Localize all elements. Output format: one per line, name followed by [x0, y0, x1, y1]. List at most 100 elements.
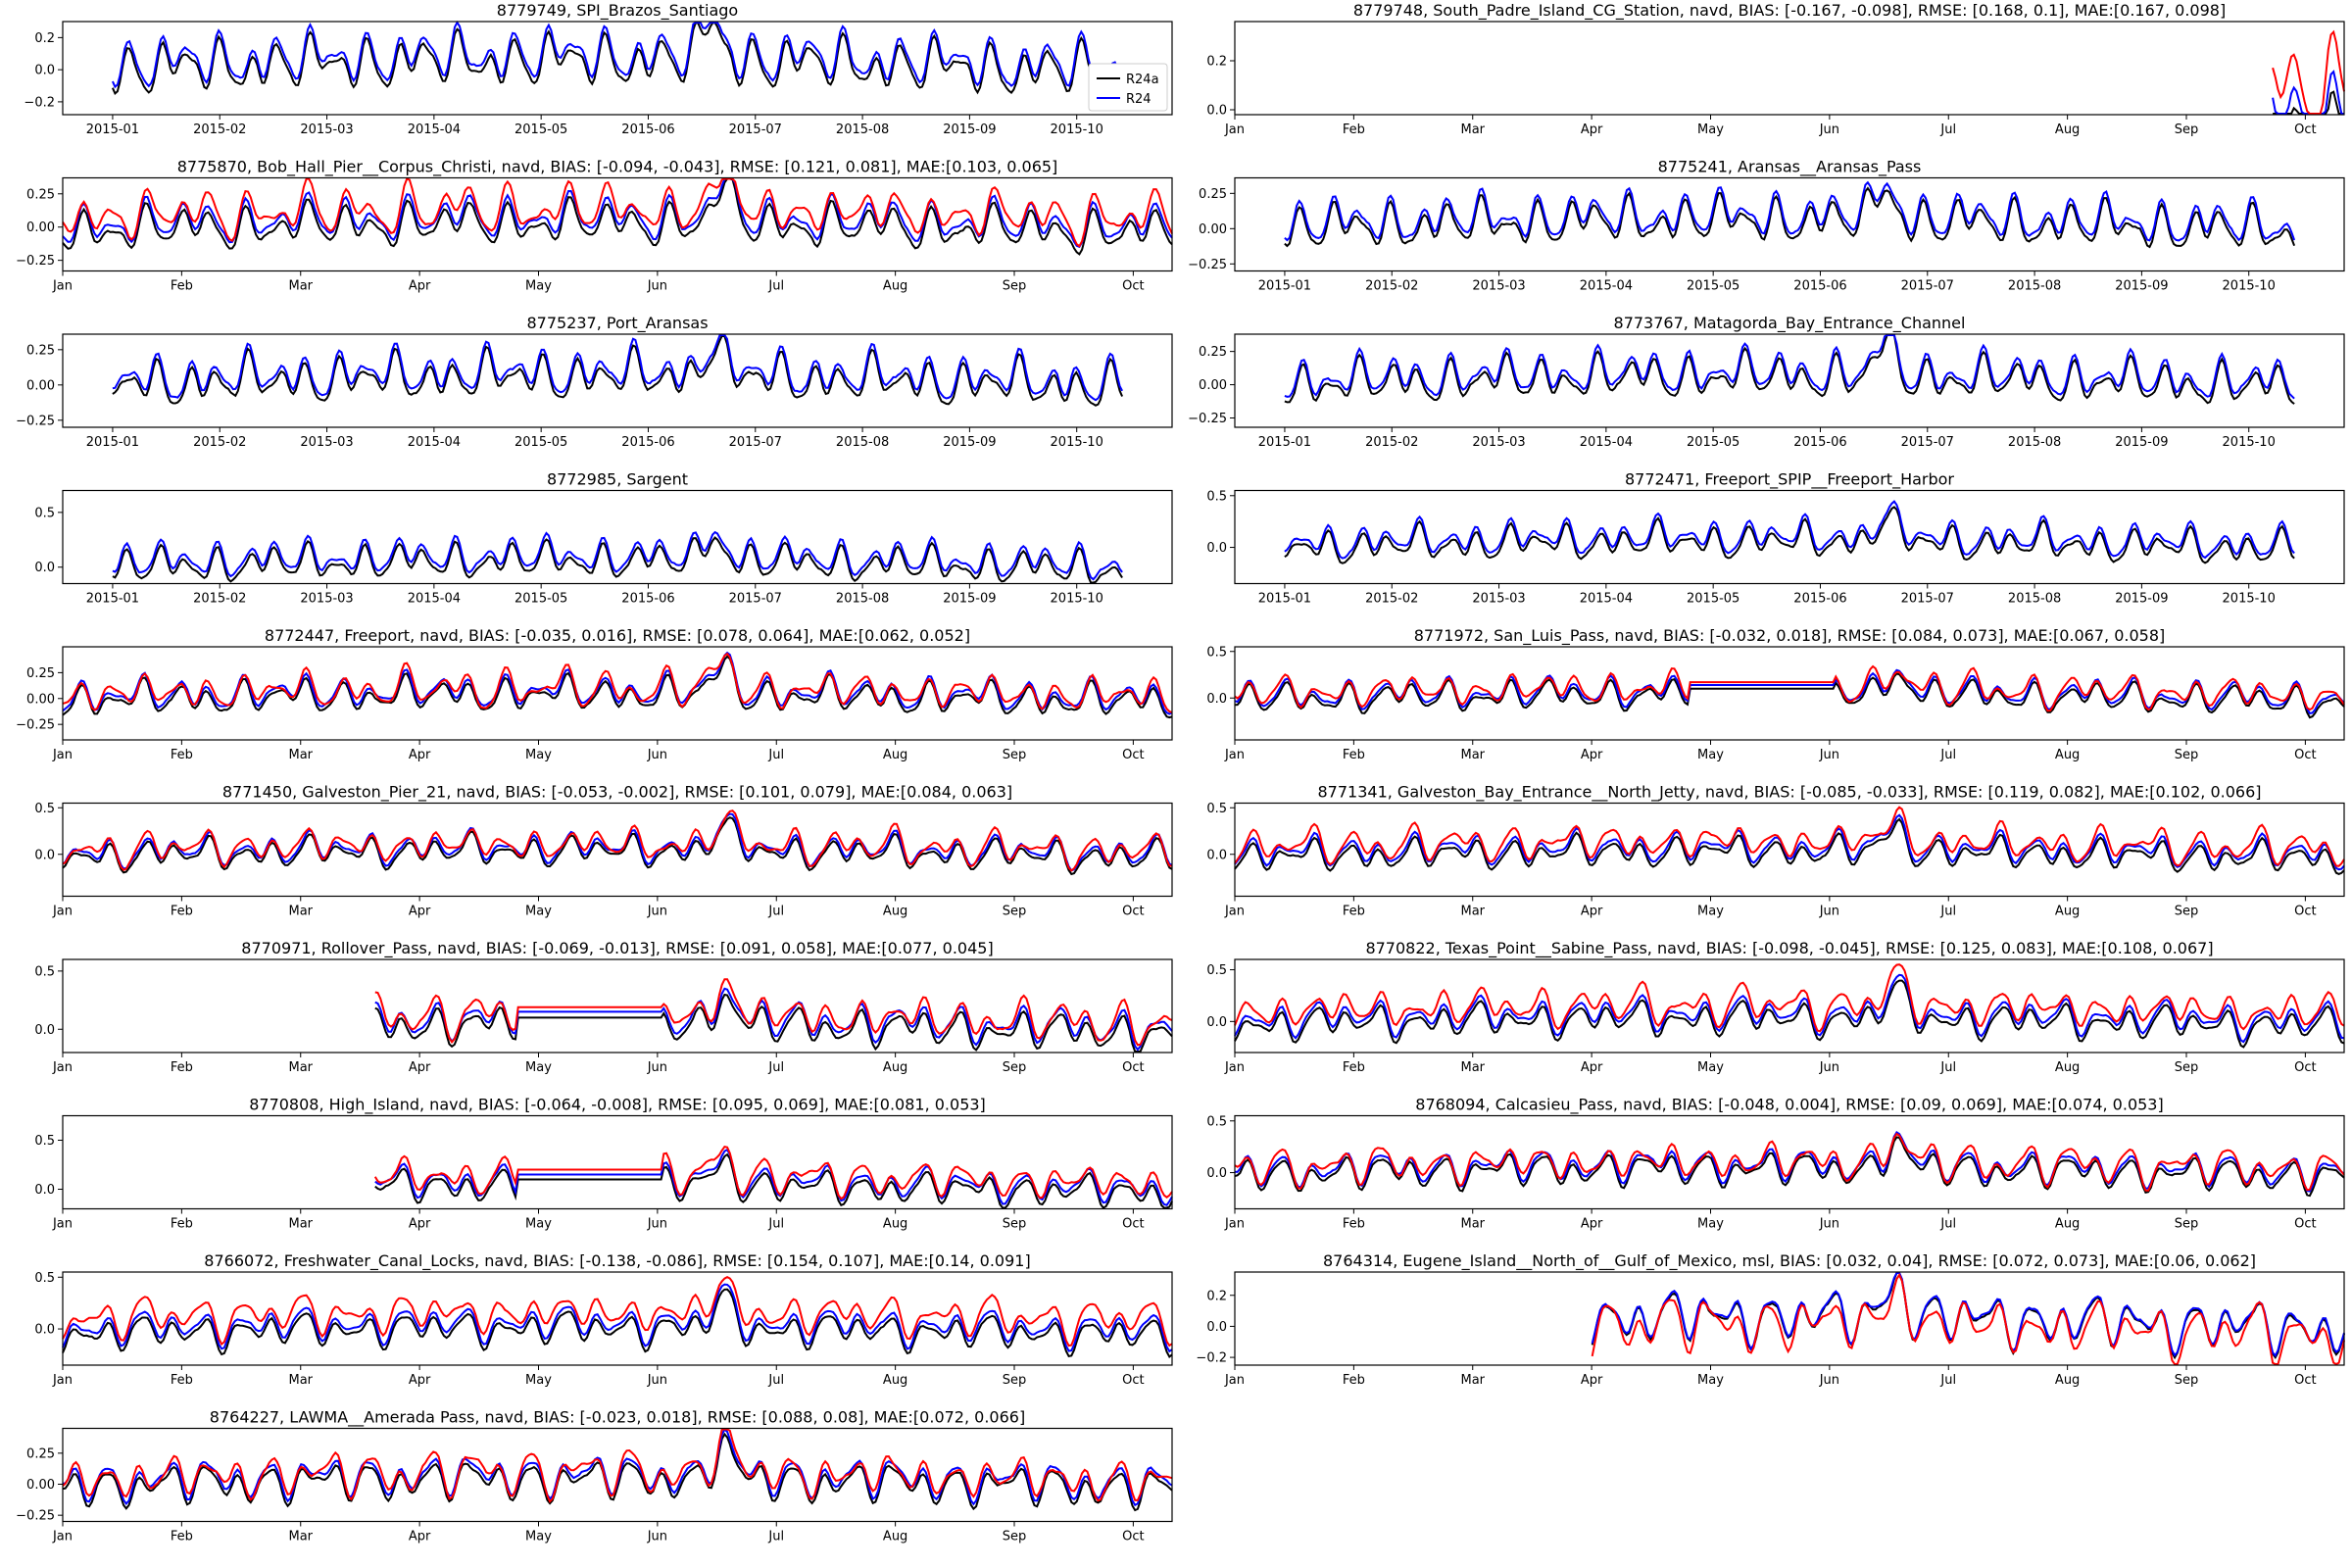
- axes-frame: [62, 21, 1173, 116]
- x-tick-label: Sep: [1003, 905, 1027, 919]
- x-tick-label: 2015-02: [193, 122, 246, 137]
- y-tick-label: −0.25: [16, 1509, 55, 1524]
- x-tick-label: Jul: [767, 1373, 784, 1388]
- x-tick-label: Jul: [767, 279, 784, 294]
- subplot-1: 8779748, South_Padre_Island_CG_Station, …: [1206, 1, 2345, 137]
- subplot-10: 8771450, Galveston_Pier_21, navd, BIAS: …: [34, 783, 1173, 919]
- y-tick-label: 0.25: [26, 666, 55, 681]
- x-tick-label: Jan: [1224, 1373, 1245, 1388]
- x-tick-label: 2015-08: [836, 592, 889, 607]
- series-line-0: [374, 993, 1173, 1053]
- x-tick-label: Jan: [52, 1373, 73, 1388]
- x-tick-label: Apr: [1581, 1373, 1603, 1388]
- y-tick-label: −0.25: [1188, 412, 1227, 426]
- series-line-1: [1234, 813, 2345, 871]
- axes-frame: [1234, 333, 2345, 428]
- x-tick-label: Aug: [2055, 905, 2080, 919]
- series-line-0: [62, 177, 1173, 256]
- x-tick-label: 2015-04: [1580, 279, 1633, 294]
- series-line-1: [62, 812, 1173, 872]
- x-tick-label: Jan: [52, 1530, 73, 1544]
- x-tick-label: 2015-09: [2115, 592, 2168, 607]
- y-tick-label: 0.5: [1206, 645, 1227, 660]
- x-tick-label: Apr: [409, 905, 431, 919]
- x-tick-label: Apr: [1581, 1217, 1603, 1232]
- x-tick-label: Aug: [2055, 1060, 2080, 1075]
- x-tick-label: Mar: [1460, 1373, 1485, 1388]
- x-tick-label: Jan: [1224, 122, 1245, 137]
- x-tick-label: Jun: [1819, 1217, 1839, 1232]
- x-tick-label: 2015-01: [86, 592, 139, 607]
- x-tick-label: Jan: [52, 1217, 73, 1232]
- x-tick-label: Apr: [1581, 748, 1603, 762]
- x-tick-label: Jan: [1224, 748, 1245, 762]
- x-tick-label: Jul: [767, 1530, 784, 1544]
- x-tick-label: Feb: [171, 1060, 193, 1075]
- x-tick-label: 2015-05: [1687, 435, 1740, 450]
- x-tick-label: 2015-01: [86, 122, 139, 137]
- x-tick-label: Oct: [2294, 748, 2316, 762]
- axes-frame: [62, 958, 1173, 1054]
- x-tick-label: Mar: [288, 279, 313, 294]
- x-tick-label: Aug: [883, 1217, 907, 1232]
- x-tick-label: Aug: [2055, 1373, 2080, 1388]
- y-tick-label: 0.00: [26, 378, 55, 393]
- x-tick-label: Sep: [2175, 905, 2199, 919]
- x-tick-label: 2015-06: [621, 592, 674, 607]
- x-tick-label: Oct: [2294, 1217, 2316, 1232]
- x-tick-label: Sep: [1003, 748, 1027, 762]
- axes-frame: [1234, 21, 2345, 116]
- y-tick-label: 0.00: [26, 692, 55, 707]
- series-line-2: [373, 1145, 1173, 1200]
- y-tick-label: −0.2: [24, 95, 55, 110]
- x-tick-label: 2015-05: [514, 592, 567, 607]
- subplot-title: 8772447, Freeport, navd, BIAS: [-0.035, …: [265, 626, 970, 645]
- y-tick-label: 0.25: [1199, 187, 1227, 202]
- series-line-0: [111, 21, 1124, 96]
- x-tick-label: Oct: [1122, 748, 1144, 762]
- x-tick-label: May: [1697, 905, 1724, 919]
- x-tick-label: Oct: [1122, 279, 1144, 294]
- subplot-18: 8764227, LAWMA__Amerada Pass, navd, BIAS…: [16, 1408, 1173, 1544]
- subplot-6: 8772985, Sargent 0.5 0.0 2015-01 2015-02 2015…: [34, 470, 1173, 607]
- y-tick-label: 0.5: [1206, 489, 1227, 504]
- series-line-0: [1591, 1272, 2345, 1360]
- series-line-0: [1234, 817, 2345, 875]
- axes-frame: [62, 489, 1173, 585]
- x-tick-label: Jul: [1939, 748, 1956, 762]
- y-tick-label: 0.5: [34, 1134, 55, 1149]
- subplot-17: 8764314, Eugene_Island__North_of__Gulf_o…: [1196, 1251, 2345, 1388]
- x-tick-label: Feb: [1343, 748, 1365, 762]
- x-tick-label: Aug: [2055, 748, 2080, 762]
- subplot-title: 8764314, Eugene_Island__North_of__Gulf_o…: [1323, 1251, 2256, 1271]
- series-line-1: [1284, 180, 2296, 242]
- x-tick-label: 2015-06: [1793, 592, 1846, 607]
- y-tick-label: 0.25: [26, 1446, 55, 1461]
- y-tick-label: 0.0: [1206, 1166, 1227, 1181]
- x-tick-label: 2015-02: [193, 592, 246, 607]
- subplot-title: 8772471, Freeport_SPIP__Freeport_Harbor: [1625, 470, 1954, 490]
- x-tick-label: Sep: [2175, 748, 2199, 762]
- subplot-9: 8771972, San_Luis_Pass, navd, BIAS: [-0.…: [1206, 626, 2345, 762]
- x-tick-label: May: [1697, 1217, 1724, 1232]
- series-line-1: [1234, 668, 2345, 715]
- x-tick-label: Jun: [1819, 905, 1839, 919]
- y-tick-label: 0.0: [1206, 104, 1227, 119]
- x-tick-label: Oct: [1122, 1373, 1144, 1388]
- x-tick-label: 2015-03: [1472, 279, 1525, 294]
- x-tick-label: 2015-08: [2008, 279, 2061, 294]
- x-tick-label: Jul: [1939, 1373, 1956, 1388]
- series-line-2: [1234, 963, 2345, 1033]
- x-tick-label: Apr: [409, 1373, 431, 1388]
- x-tick-label: Oct: [1122, 1060, 1144, 1075]
- legend-label: R24: [1126, 92, 1152, 107]
- x-tick-label: 2015-07: [729, 592, 782, 607]
- x-tick-label: 2015-08: [836, 122, 889, 137]
- axes-frame: [62, 802, 1173, 898]
- x-tick-label: Aug: [883, 1060, 907, 1075]
- series-line-0: [112, 334, 1124, 407]
- subplot-12: 8770971, Rollover_Pass, navd, BIAS: [-0.…: [34, 939, 1173, 1075]
- x-tick-label: Sep: [2175, 1217, 2199, 1232]
- x-tick-label: Apr: [409, 1217, 431, 1232]
- x-tick-label: Sep: [1003, 1530, 1027, 1544]
